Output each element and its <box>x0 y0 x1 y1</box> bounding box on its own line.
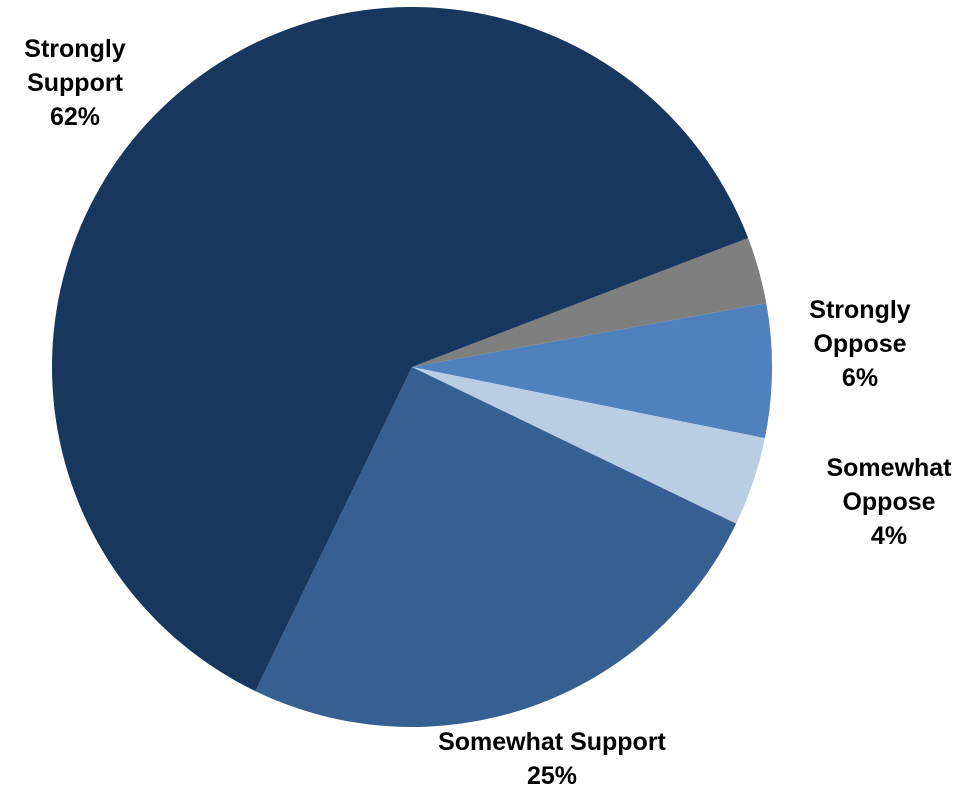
slice-label-line: 25% <box>527 762 577 790</box>
slice-label-line: Oppose <box>813 330 906 358</box>
pie-slice-strongly-oppose-1 <box>412 303 773 439</box>
slice-label-strongly-support: Strongly Support 62% <box>24 35 125 131</box>
pie-slices <box>51 6 773 727</box>
slice-label-line: Strongly <box>809 296 910 324</box>
slice-label-somewhat-support: Somewhat Support 25% <box>438 728 666 790</box>
slice-label-line: Somewhat <box>826 454 952 482</box>
slice-label-line: 6% <box>842 364 878 392</box>
slice-label-strongly-oppose: Strongly Oppose 6% <box>809 296 910 392</box>
slice-label-line: Oppose <box>842 488 935 516</box>
pie-slice-somewhat-support-3 <box>255 367 737 727</box>
slice-label-somewhat-oppose: Somewhat Oppose 4% <box>826 454 952 550</box>
pie-slice-strongly-support-4 <box>51 6 749 692</box>
pie-slice-somewhat-oppose-2 <box>412 367 765 524</box>
pie-labels: Strongly Oppose 6%Somewhat Oppose 4%Somewhat… <box>24 35 952 790</box>
slice-label-line: Somewhat Support <box>438 728 666 756</box>
slice-label-line: 4% <box>871 522 907 550</box>
slice-label-line: Support <box>27 69 123 97</box>
slice-label-line: Strongly <box>24 35 125 63</box>
pie-slice-strongly-oppose-0 <box>412 237 767 367</box>
slice-label-line: 62% <box>50 103 100 131</box>
